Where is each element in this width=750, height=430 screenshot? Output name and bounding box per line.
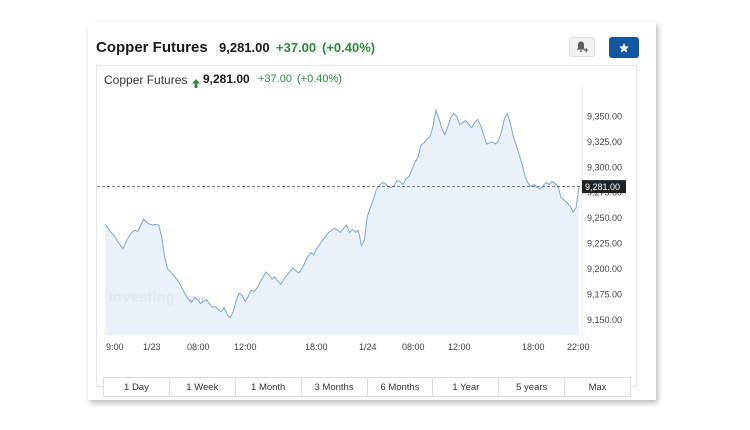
range-option[interactable]: Max [588,381,607,393]
header-price: 9,281.00 [219,40,270,55]
y-tick-label: 9,225.00 [587,239,622,249]
add-to-watchlist-button[interactable] [609,37,639,58]
last-price-tag [582,180,626,194]
range-option[interactable]: 1 Month [236,378,302,396]
y-tick-label: 9,300.00 [587,162,622,172]
y-tick-label: 9,325.00 [587,137,622,147]
chart-change-percent: (+0.40%) [297,73,342,85]
y-tick-label: 9,250.00 [587,213,622,223]
star-icon [619,42,629,52]
x-tick-label: 18:00 [522,342,545,352]
chart-container: Investing.com9,350.009,325.009,300.009,2… [96,65,638,397]
price-chart[interactable]: Investing.com9,350.009,325.009,300.009,2… [97,66,638,388]
header-change-percent: (+0.40%) [322,40,376,55]
range-option[interactable]: 1 Week [170,378,236,396]
range-option[interactable]: 1 Day [104,378,170,396]
y-tick-label: 9,200.00 [587,264,622,274]
price-area-fill [105,110,579,335]
range-option[interactable]: 3 Months [302,378,368,396]
y-tick-label: 9,175.00 [587,289,622,299]
time-range-selector: 1 Day 1 Week 1 Month 3 Months 6 Months 1 Year… [103,377,631,397]
header-change: +37.00 [276,40,317,55]
y-tick-label: 9,150.00 [587,315,622,325]
x-tick-label: 12:00 [448,342,471,352]
x-tick-label: 08:00 [187,342,210,352]
chart-price: 9,281.00 [203,72,250,86]
x-tick-label: 18:00 [305,342,328,352]
quote-card: Copper Futures 9,281.00 +37.00 (+0.40%) … [88,22,656,400]
last-price-label: 9,281.00 [585,182,620,192]
x-tick-label: 12:00 [234,342,257,352]
x-tick-label: 9:00 [106,342,124,352]
range-option[interactable]: 6 Months [368,378,434,396]
page-title: Copper Futures [96,39,208,56]
range-option[interactable]: 1 Year [433,378,500,396]
create-alert-button[interactable] [569,37,595,57]
x-tick-label: 1/24 [359,342,377,352]
y-tick-label: 9,350.00 [587,111,622,121]
x-tick-label: 1/23 [143,342,161,352]
chart-title: Copper Futures [104,73,188,87]
range-option[interactable]: 5 years [499,378,566,396]
price-line [104,108,580,319]
bell-plus-icon [576,41,589,53]
chart-change: +37.00 [258,73,292,85]
x-tick-label: 22:00 [567,342,590,352]
x-tick-label: 08:00 [402,342,425,352]
up-arrow-icon [192,75,200,93]
